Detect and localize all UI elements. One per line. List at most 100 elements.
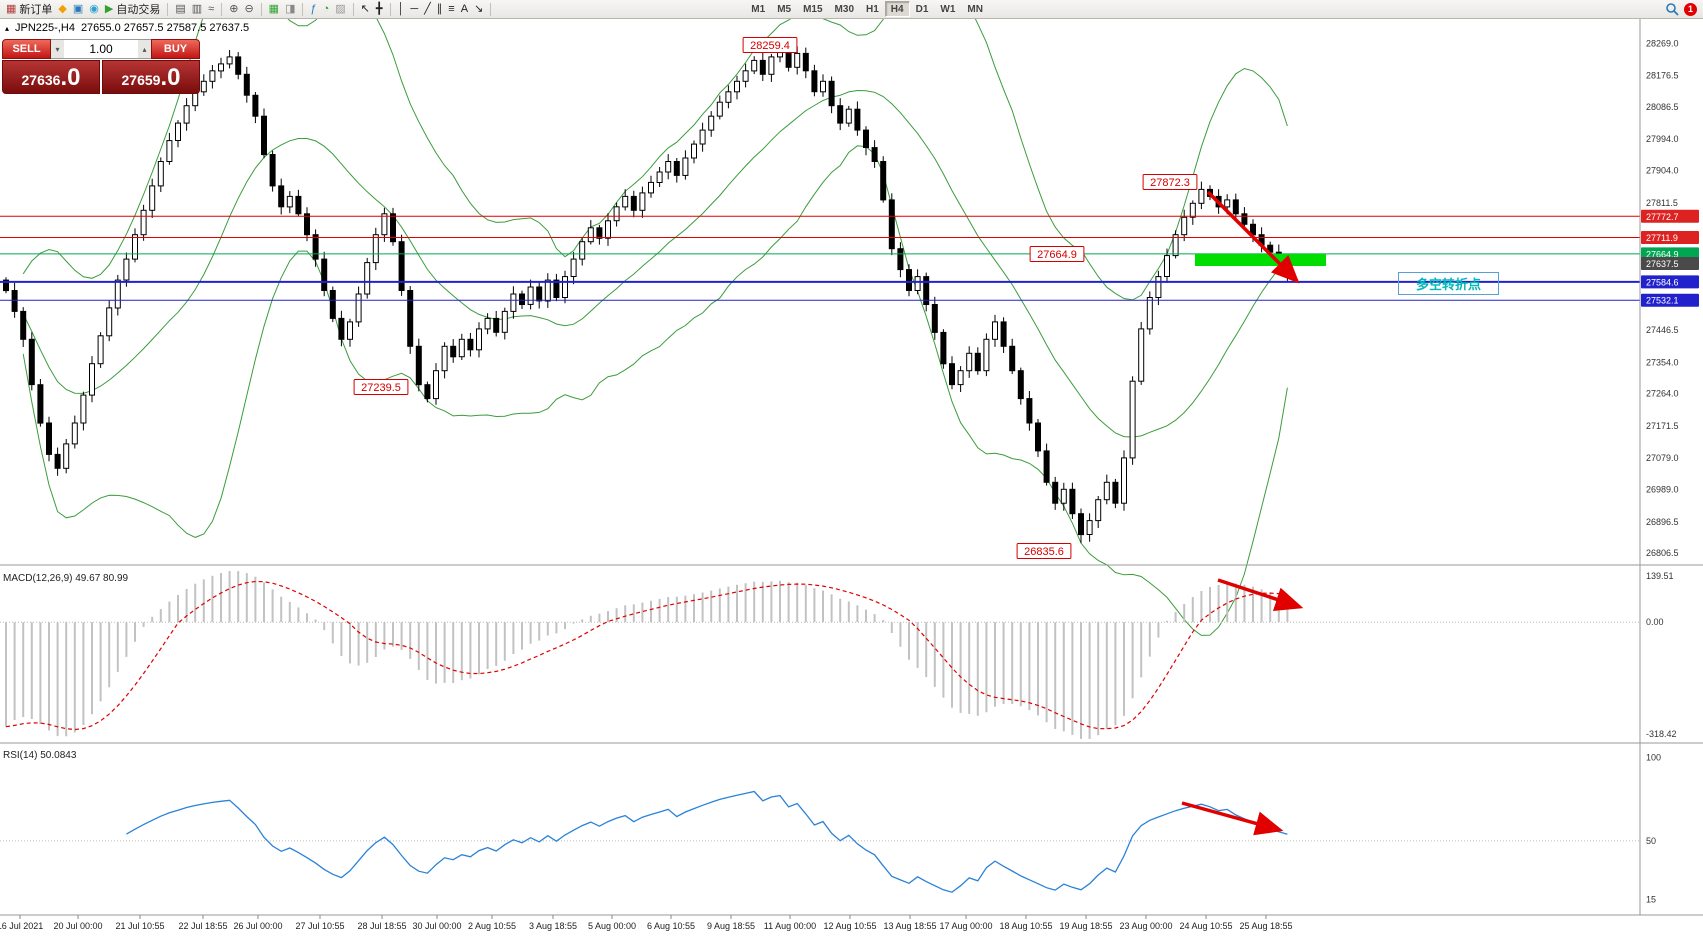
line-chart-icon: ≈ (208, 2, 215, 15)
volume-increase-button[interactable]: ▴ (138, 40, 151, 58)
cycles-icon[interactable]: ◔ (320, 1, 333, 17)
candle-down (897, 248, 904, 271)
toolbar-separator (167, 2, 169, 16)
zoom-in-icon[interactable]: ⊕ (226, 1, 241, 17)
timeframe-button-m1[interactable]: M1 (745, 1, 771, 17)
horizontal-line-icon[interactable]: ─ (407, 1, 421, 17)
templates-icon[interactable]: ▨ (332, 1, 348, 17)
candle-down (759, 59, 766, 75)
crosshair-icon[interactable]: ╋ (373, 1, 386, 17)
candle-up (433, 370, 439, 400)
bar-chart-icon: ▤ (175, 2, 186, 15)
time-axis-label: 19 Aug 18:55 (1059, 921, 1112, 931)
vertical-line-icon[interactable]: │ (395, 1, 408, 17)
timeframe-button-m5[interactable]: M5 (771, 1, 797, 17)
timeframe-button-d1[interactable]: D1 (910, 1, 935, 17)
candle-up (665, 161, 672, 173)
candle-up (149, 185, 156, 211)
volume-control: ▾ ▴ (51, 39, 151, 59)
text-icon[interactable]: A (458, 1, 471, 17)
sell-button[interactable]: SELL (2, 39, 51, 59)
volume-input[interactable] (64, 40, 138, 58)
symbol-info: ▴ JPN225-,H4 27655.0 27657.5 27587.5 276… (5, 22, 249, 34)
rsi-scale-label: 50 (1646, 836, 1656, 846)
candle-down (235, 56, 242, 75)
candle-up (80, 394, 87, 424)
line-chart-icon[interactable]: ≈ (205, 1, 217, 17)
channel-icon[interactable]: ∥ (434, 1, 446, 17)
candle-up (372, 234, 379, 264)
chart-area: 28259.4 27872.3 27664.9 27239.5 26835.6 28269… (0, 19, 1703, 942)
time-axis-label: 6 Aug 10:55 (647, 921, 695, 931)
candle-down (536, 286, 543, 302)
community-icon[interactable]: ◉ (86, 1, 102, 17)
fibonacci-icon[interactable]: ≡ (445, 1, 457, 17)
time-scale[interactable]: 16 Jul 2021 20 Jul 00:00 21 Jul 10:55 22 Ju… (0, 915, 1293, 931)
candle-up (691, 143, 697, 159)
candle-up (286, 195, 293, 208)
arrows-icon[interactable]: ↘ (471, 1, 486, 17)
chart-shift-icon[interactable]: ◨ (282, 1, 298, 17)
time-axis-label: 20 Jul 00:00 (53, 921, 102, 931)
toolbar-right-group: 1 (1665, 2, 1700, 16)
candle-down (596, 227, 603, 239)
buy-button[interactable]: BUY (151, 39, 200, 59)
candle-down (20, 310, 27, 340)
buy-price[interactable]: 27659.0 (102, 60, 200, 94)
price-scale-label: 28176.5 (1646, 71, 1679, 81)
chart-shift-icon: ◨ (285, 2, 296, 15)
candle-down (863, 129, 869, 148)
market-icon[interactable]: ▣ (70, 1, 86, 17)
collapse-panel-icon[interactable]: ▴ (5, 23, 10, 33)
timeframe-button-m15[interactable]: M15 (797, 1, 828, 17)
candle-down (1043, 450, 1050, 483)
new-order-button[interactable]: ▦ 新订单 (3, 1, 55, 17)
timeframe-button-mn[interactable]: MN (961, 1, 989, 17)
fibonacci-icon: ≡ (448, 2, 455, 15)
time-axis-label: 22 Jul 18:55 (178, 921, 227, 931)
bollinger-lower-band (22, 145, 1288, 636)
horizontal-level-lines[interactable] (0, 215, 1640, 301)
indicators-icon[interactable]: ƒ (307, 1, 319, 17)
panel-separators (0, 19, 1703, 916)
price-tag-27772.7 (1641, 209, 1699, 223)
time-axis-label: 24 Aug 10:55 (1179, 921, 1232, 931)
search-icon[interactable] (1665, 2, 1679, 16)
autotrading-button[interactable]: ▶ 自动交易 (102, 1, 163, 17)
bar-chart-icon[interactable]: ▤ (172, 1, 188, 17)
timeframe-button-w1[interactable]: W1 (934, 1, 961, 17)
green-highlight-bar[interactable] (1195, 254, 1326, 266)
trend-arrows[interactable] (1181, 190, 1304, 836)
macd-signal-line (5, 580, 1288, 731)
timeframe-button-h1[interactable]: H1 (860, 1, 885, 17)
price-scale-label: 27994.0 (1646, 134, 1679, 144)
mql5-icon[interactable]: ◆ (55, 1, 69, 17)
price-chart-canvas[interactable]: 28259.4 27872.3 27664.9 27239.5 26835.6 28269… (0, 19, 1703, 942)
candle-down (269, 154, 276, 187)
sell-price[interactable]: 27636.0 (2, 60, 100, 94)
candle-down (450, 345, 457, 358)
cursor-icon[interactable]: ↖ (358, 1, 373, 17)
horizontal-line-icon: ─ (410, 2, 419, 15)
timeframe-button-m30[interactable]: M30 (829, 1, 860, 17)
timeframe-button-h4[interactable]: H4 (884, 1, 910, 17)
price-scale[interactable]: 28269.0 28176.5 28086.5 27994.0 27904.0 27811… (1641, 38, 1699, 558)
main-toolbar: ▦ 新订单 ◆ ▣ ◉ ▶ 自动交易 ▤ ▥ ≈ ⊕ ⊖ ▦ ◨ ƒ ◔ ▨ ↖ ╋ │ ─ ╱ ∥ ≡ A ↘ M1 M5 M15 M… (0, 0, 1703, 19)
price-scale-label: 27079.0 (1646, 453, 1679, 463)
price-tag-text: 27532.1 (1646, 296, 1679, 306)
time-axis-label: 21 Jul 10:55 (115, 921, 164, 931)
volume-decrease-button[interactable]: ▾ (51, 40, 64, 58)
candle-up (570, 258, 577, 278)
zoom-out-icon[interactable]: ⊖ (241, 1, 256, 17)
trendline-icon[interactable]: ╱ (421, 1, 434, 17)
timeframe-toolbar: M1 M5 M15 M30 H1 H4 D1 W1 MN (745, 0, 989, 18)
candle-down (243, 73, 250, 96)
candle-down (811, 70, 818, 93)
tile-windows-icon[interactable]: ▦ (266, 1, 282, 17)
macd-scale-label: 139.51 (1646, 571, 1674, 581)
candlestick-chart-icon[interactable]: ▥ (189, 1, 205, 17)
candle-down (906, 269, 912, 292)
notification-badge[interactable]: 1 (1684, 2, 1697, 16)
turning-point-label[interactable]: 多空转折点 (1398, 272, 1499, 295)
